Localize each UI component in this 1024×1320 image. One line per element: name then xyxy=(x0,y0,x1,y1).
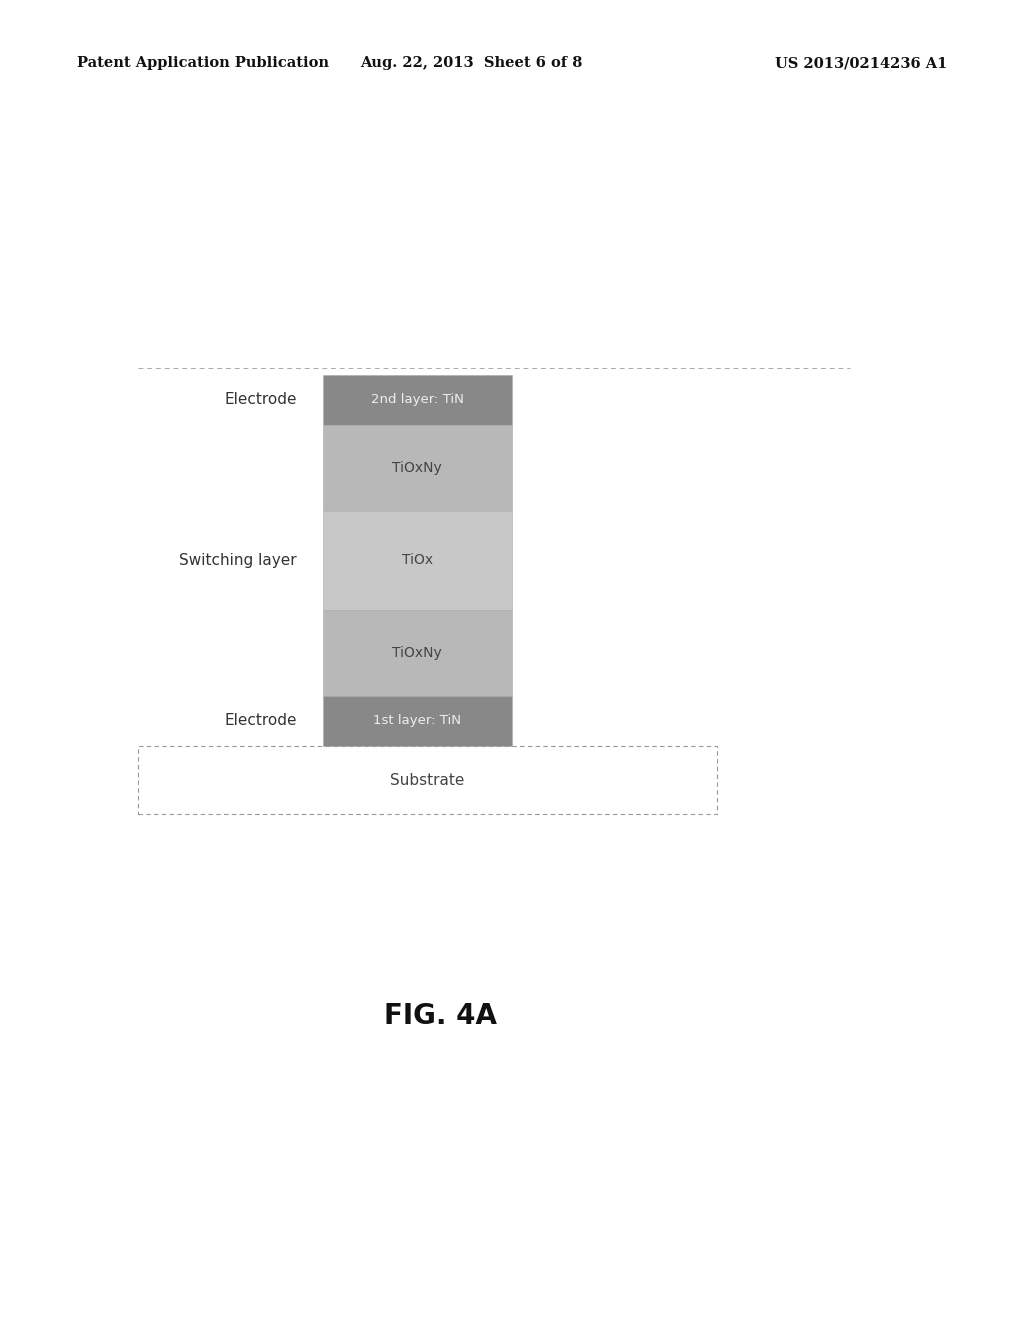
Bar xyxy=(323,696,512,746)
Bar xyxy=(323,610,512,696)
Text: 2nd layer: TiN: 2nd layer: TiN xyxy=(371,393,464,407)
Bar xyxy=(323,375,512,425)
Bar xyxy=(323,425,512,511)
Text: Electrode: Electrode xyxy=(224,392,297,408)
Text: TiOxNy: TiOxNy xyxy=(392,461,442,475)
Text: Substrate: Substrate xyxy=(390,772,465,788)
Bar xyxy=(323,511,512,610)
Text: Electrode: Electrode xyxy=(224,713,297,729)
Text: Switching layer: Switching layer xyxy=(179,553,297,568)
Text: TiOx: TiOx xyxy=(401,553,433,568)
Text: TiOxNy: TiOxNy xyxy=(392,645,442,660)
Bar xyxy=(138,746,717,814)
Text: 1st layer: TiN: 1st layer: TiN xyxy=(374,714,461,727)
Text: FIG. 4A: FIG. 4A xyxy=(384,1002,497,1031)
Text: Patent Application Publication: Patent Application Publication xyxy=(77,57,329,70)
Text: US 2013/0214236 A1: US 2013/0214236 A1 xyxy=(775,57,947,70)
Text: Aug. 22, 2013  Sheet 6 of 8: Aug. 22, 2013 Sheet 6 of 8 xyxy=(359,57,583,70)
